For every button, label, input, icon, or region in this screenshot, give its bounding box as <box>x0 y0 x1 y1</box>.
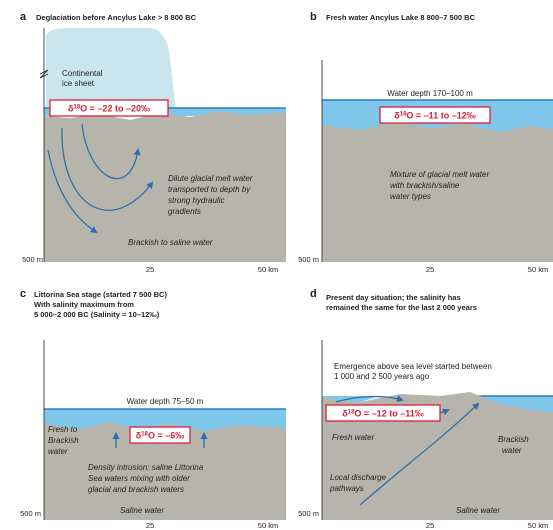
desc-line-3: water types <box>390 192 431 201</box>
isotope-value: δ18O = –11 to –12‰ <box>394 111 475 121</box>
panel-c-title-2: With salinity maximum from <box>34 300 134 309</box>
ice-sheet <box>46 28 176 110</box>
depth-label: 500 m <box>298 255 319 264</box>
brackish-label-2: water <box>502 446 522 455</box>
flow-arrow <box>61 127 154 211</box>
fresh-label-3: water <box>48 447 68 456</box>
desc-line-2: Sea waters mixing with older <box>88 474 190 483</box>
panel-a: a Deglaciation before Ancylus Lake > 8 8… <box>20 11 286 274</box>
desc-line-1: Density intrusion; saline Littorina <box>88 463 204 472</box>
panel-d-title-1: Present day situation; the salinity has <box>326 293 461 302</box>
flow-arrow <box>81 123 141 180</box>
isotope-value: δ18O = –22 to –20‰ <box>68 104 150 114</box>
brackish-label-1: Brackish <box>498 435 529 444</box>
water-depth-label: Water depth 170–100 m <box>387 89 473 98</box>
panel-c-title-3: 5 000–2 000 BC (Salinity = 10–12‰) <box>34 310 160 319</box>
isotope-box <box>325 404 441 422</box>
desc-line-1: Dilute glacial melt water <box>168 174 253 183</box>
isotope-value: δ18O = –12 to –11‰ <box>342 409 423 419</box>
panel-d-title-2: remained the same for the last 2 000 yea… <box>326 303 477 312</box>
ice-label-1: Continental <box>62 69 103 78</box>
bedrock <box>44 422 286 520</box>
panel-d: d Present day situation; the salinity ha… <box>298 288 553 530</box>
fresh-label-2: Brackish <box>48 436 79 445</box>
panel-b-title: Fresh water Ancylus Lake 8 800–7 500 BC <box>326 13 476 22</box>
discharge-label-1: Local discharge <box>330 473 387 482</box>
x-tick-25: 25 <box>146 265 154 274</box>
bottom-water-label: Saline water <box>120 506 164 515</box>
flow-arrow <box>47 149 98 234</box>
isotope-value: δ18O = –6‰ <box>136 431 184 441</box>
panel-b: b Fresh water Ancylus Lake 8 800–7 500 B… <box>298 11 553 274</box>
panel-a-letter: a <box>20 11 27 23</box>
desc-line-4: gradients <box>168 207 201 216</box>
x-tick-50: 50 km <box>528 521 548 530</box>
discharge-label-2: pathways <box>329 484 364 493</box>
desc-line-3: glacial and brackish waters <box>88 485 184 494</box>
x-tick-25: 25 <box>426 265 434 274</box>
bedrock <box>44 111 286 262</box>
panel-a-title: Deglaciation before Ancylus Lake > 8 800… <box>36 13 197 22</box>
desc-line-3: strong hydraulic <box>168 196 224 205</box>
panel-c-letter: c <box>20 288 26 300</box>
x-tick-25: 25 <box>426 521 434 530</box>
desc-line-2: transported to depth by <box>168 185 251 194</box>
x-tick-25: 25 <box>146 521 154 530</box>
x-tick-50: 50 km <box>258 265 278 274</box>
isotope-box <box>49 99 169 117</box>
bedrock <box>322 122 553 262</box>
panel-c-title-1: Littorina Sea stage (started 7 500 BC) <box>34 290 167 299</box>
axis-break-icon <box>39 69 49 79</box>
desc-line-1: Mixture of glacial melt water <box>390 170 489 179</box>
bottom-water-label: Brackish to saline water <box>128 238 213 247</box>
desc-line-2: with brackish/saline <box>390 181 460 190</box>
flow-arrow <box>335 395 404 403</box>
fresh-water-label: Fresh water <box>332 433 375 442</box>
bottom-water-label: Saline water <box>456 506 500 515</box>
depth-label: 500 m <box>298 509 319 518</box>
x-tick-50: 50 km <box>258 521 278 530</box>
fresh-label-1: Fresh to <box>48 425 78 434</box>
panel-b-letter: b <box>310 11 317 23</box>
emergence-line-2: 1 000 and 2 500 years ago <box>334 372 430 381</box>
panel-c: c Littorina Sea stage (started 7 500 BC)… <box>20 288 286 530</box>
isotope-box <box>379 106 491 124</box>
isotope-box <box>129 426 191 444</box>
depth-label: 500 m <box>20 509 41 518</box>
emergence-line-1: Emergence above sea level started betwee… <box>334 362 492 371</box>
panel-d-letter: d <box>310 288 317 300</box>
water-depth-label: Water depth 75–50 m <box>127 397 204 406</box>
depth-label: 500 m <box>22 255 43 264</box>
ice-label-2: ice sheet <box>62 79 95 88</box>
x-tick-50: 50 km <box>528 265 548 274</box>
flow-arrow <box>359 402 480 506</box>
